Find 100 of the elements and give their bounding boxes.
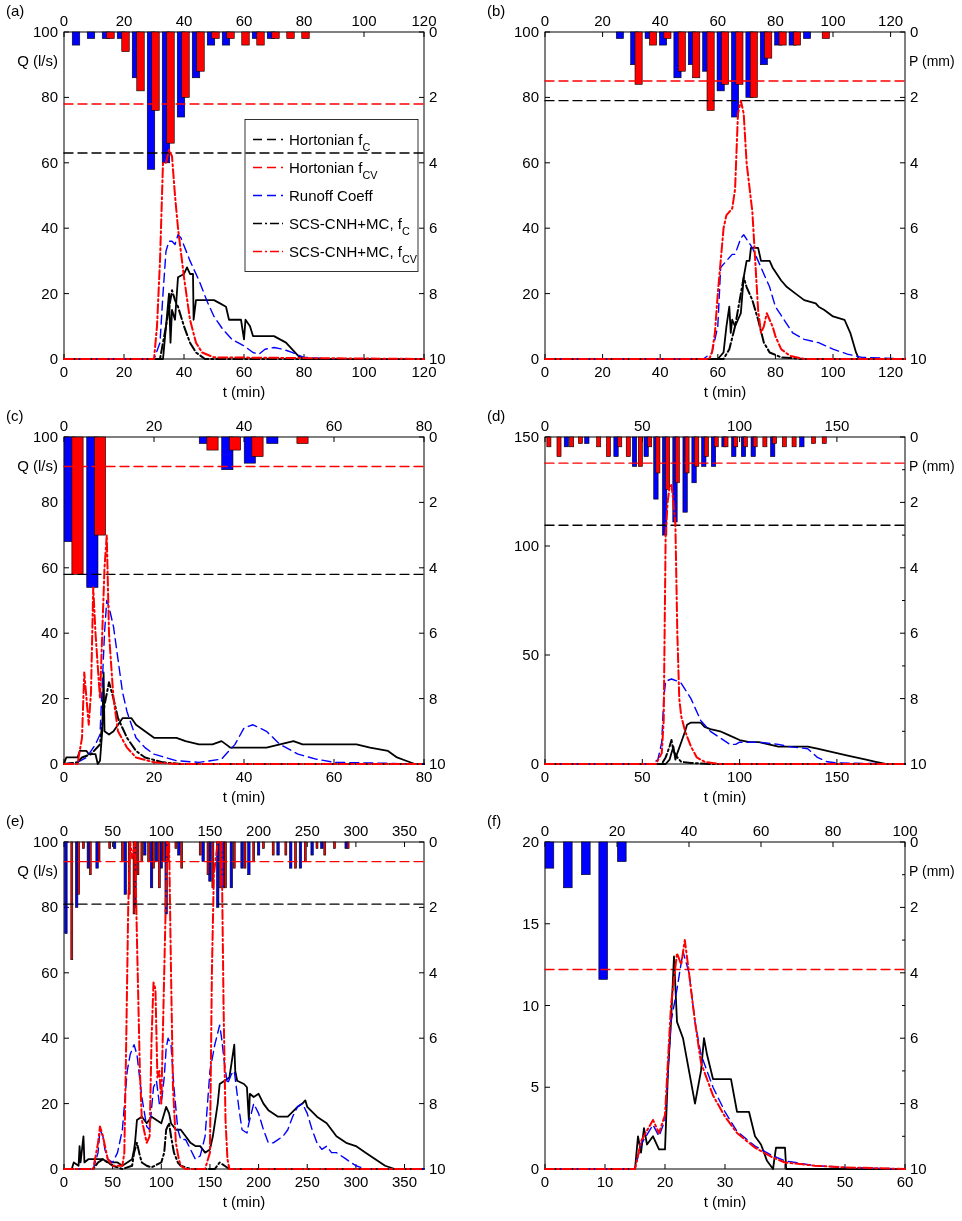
y-tick-label: 100 — [32, 833, 58, 850]
x2-tick-label: 100 — [351, 363, 377, 380]
y-axis-title: Q (l/s) — [17, 862, 58, 880]
y-axis-title: Q (l/s) — [17, 52, 58, 70]
legend-label: SCS-CNH+MC, f$_{CV}$ — [289, 242, 418, 265]
y-tick-label: 60 — [41, 153, 58, 171]
x-axis-title: t (min) — [222, 1193, 266, 1210]
chart-title: (f) — [487, 812, 502, 829]
legend-label: Hortonian f$_{CV}$ — [289, 158, 379, 181]
x-tick-label: 50 — [104, 822, 121, 839]
y-tick-label: 50 — [522, 646, 539, 663]
y2-tick-label: 8 — [910, 689, 919, 707]
legend-label: Hortonian f$_{C}$ — [289, 130, 371, 153]
y-tick-label: 40 — [41, 624, 58, 642]
y2-tick-label: 6 — [429, 624, 438, 642]
y-tick-label: 100 — [32, 428, 58, 445]
y2-tick-label: 10 — [429, 1160, 446, 1177]
y2-tick-label: 4 — [429, 963, 438, 981]
y2-tick-label: 4 — [910, 153, 919, 171]
y-tick-label: 80 — [522, 88, 539, 106]
y2-tick-label: 2 — [910, 493, 919, 511]
y2-tick-label: 10 — [910, 755, 927, 772]
x-tick-label: 60 — [235, 12, 253, 29]
x2-tick-label: 80 — [295, 363, 313, 380]
y-tick-label: 5 — [530, 1078, 539, 1096]
chart-title: (e) — [6, 812, 25, 829]
y-axis-title: Q (l/s) — [17, 457, 58, 475]
y2-tick-label: 8 — [429, 284, 438, 302]
x2-tick-label: 40 — [235, 768, 253, 785]
x-tick-label: 100 — [820, 12, 846, 29]
x-tick-label: 40 — [175, 12, 193, 29]
x-tick-label: 300 — [343, 822, 369, 839]
x2-tick-label: 40 — [175, 363, 193, 380]
y2-tick-label: 2 — [429, 493, 438, 511]
y-tick-label: 0 — [530, 350, 539, 367]
y-tick-label: 0 — [530, 1160, 539, 1177]
x2-tick-label: 150 — [824, 768, 850, 785]
y2-axis-title: P (mm) — [909, 53, 955, 70]
x-tick-label: 80 — [767, 12, 784, 29]
y2-tick-label: 8 — [429, 689, 438, 707]
y-tick-label: 100 — [513, 23, 539, 40]
x-tick-label: 10 — [596, 1173, 614, 1190]
x-tick-label: 30 — [716, 1173, 734, 1190]
y2-tick-label: 6 — [910, 219, 919, 237]
y2-tick-label: 4 — [429, 153, 438, 171]
y-tick-label: 40 — [41, 1029, 58, 1047]
x-tick-label: 20 — [145, 417, 163, 434]
y-tick-label: 60 — [41, 558, 58, 576]
y2-tick-label: 6 — [429, 219, 438, 237]
x-tick-label: 40 — [651, 12, 669, 29]
x-tick-label: 20 — [115, 12, 133, 29]
y-tick-label: 80 — [41, 898, 58, 916]
y-tick-label: 20 — [41, 284, 58, 302]
x-tick-label: 350 — [392, 822, 418, 839]
x2-tick-label: 50 — [633, 768, 651, 785]
x2-tick-label: 20 — [115, 363, 133, 380]
y2-tick-label: 2 — [910, 88, 919, 106]
y-tick-label: 100 — [513, 537, 539, 554]
y-tick-label: 20 — [522, 284, 539, 302]
y-tick-label: 80 — [41, 88, 58, 106]
x-tick-label: 40 — [776, 1173, 794, 1190]
x2-tick-label: 80 — [767, 363, 784, 380]
chart-title: (c) — [6, 407, 24, 424]
x2-tick-label: 100 — [820, 363, 846, 380]
x-tick-label: 150 — [197, 822, 223, 839]
x2-tick-label: 60 — [325, 768, 343, 785]
y2-tick-label: 2 — [910, 898, 919, 916]
x2-tick-label: 20 — [145, 768, 163, 785]
x-tick-label: 50 — [836, 1173, 854, 1190]
y2-tick-label: 6 — [429, 1029, 438, 1047]
x-axis-title: t (min) — [222, 383, 266, 400]
y2-tick-label: 8 — [910, 284, 919, 302]
y2-tick-label: 6 — [910, 624, 919, 642]
x-tick-label: 150 — [824, 417, 850, 434]
x2-tick-label: 100 — [727, 768, 753, 785]
x-tick-label: 250 — [294, 822, 320, 839]
x-tick-label: 80 — [295, 12, 313, 29]
y-tick-label: 20 — [41, 1094, 58, 1112]
y-tick-label: 100 — [32, 23, 58, 40]
x-axis-title: t (min) — [222, 788, 266, 805]
y2-tick-label: 6 — [910, 1029, 919, 1047]
x-tick-label: 50 — [633, 417, 651, 434]
x2-tick-label: 40 — [651, 363, 669, 380]
x2-tick-label: 60 — [709, 363, 727, 380]
y2-tick-label: 0 — [910, 23, 919, 40]
x-tick-label: 200 — [246, 822, 272, 839]
x-tick-label: 100 — [351, 12, 377, 29]
y-tick-label: 20 — [522, 833, 539, 850]
chart-title: (a) — [6, 2, 25, 19]
x-axis-title: t (min) — [703, 788, 747, 805]
y-tick-label: 150 — [513, 428, 539, 445]
y2-tick-label: 0 — [429, 833, 438, 850]
y-tick-label: 0 — [49, 1160, 58, 1177]
x-tick-label: 60 — [709, 12, 727, 29]
x-axis-title: t (min) — [703, 383, 747, 400]
x-tick-label: 20 — [656, 1173, 674, 1190]
y2-tick-label: 2 — [429, 88, 438, 106]
x-tick-label: 100 — [727, 417, 753, 434]
y-tick-label: 10 — [522, 996, 539, 1014]
y-tick-label: 60 — [41, 963, 58, 981]
